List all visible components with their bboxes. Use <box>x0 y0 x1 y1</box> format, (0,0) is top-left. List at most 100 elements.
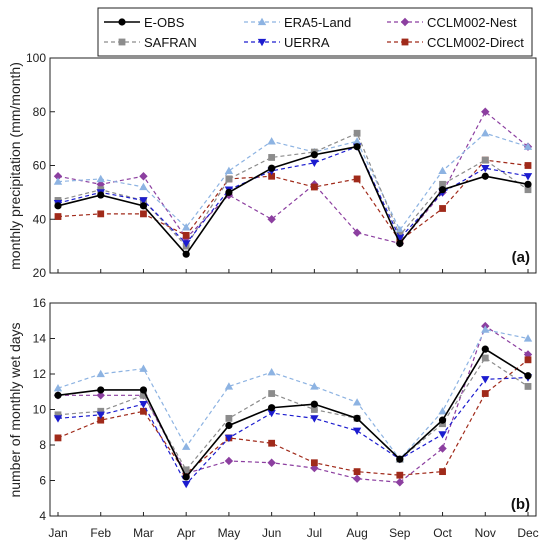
series-line-eobs <box>57 348 529 479</box>
data-point-era5 <box>224 166 234 175</box>
data-point-direct <box>310 459 318 467</box>
data-point-eobs <box>268 164 276 172</box>
panel-a-frame <box>49 57 537 274</box>
data-point-direct <box>310 183 318 191</box>
data-point-eobs <box>353 143 361 151</box>
data-point-safran <box>310 406 318 413</box>
data-point-direct <box>439 468 446 476</box>
data-point-nest <box>139 172 148 181</box>
data-point-safran <box>182 466 190 474</box>
data-point-uerra <box>523 173 533 181</box>
legend-entry-eobs: E-OBS <box>104 15 185 30</box>
panel-precipitation: 20 40 60 80 100 monthly precipitation (mm/mo… <box>7 51 537 280</box>
data-point-uerra <box>481 376 490 384</box>
panel-a-y-axis-label: monthly precipitation (mm/month) <box>7 62 23 270</box>
data-point-eobs <box>524 372 532 380</box>
x-tick-label: Apr <box>177 526 196 540</box>
legend-entry-direct: CCLM002-Direct <box>387 35 524 50</box>
series-era5 <box>53 325 533 463</box>
data-point-direct <box>524 356 532 364</box>
legend-label: E-OBS <box>144 15 185 30</box>
data-point-era5 <box>53 177 63 185</box>
series-eobs <box>54 345 532 481</box>
data-point-nest <box>352 474 362 483</box>
data-point-eobs <box>353 414 361 422</box>
y-tick-label: 40 <box>33 212 47 226</box>
data-point-era5 <box>96 174 105 183</box>
panel-a-label: (a) <box>512 249 530 266</box>
data-point-direct <box>97 210 105 218</box>
series-line-eobs <box>57 145 529 256</box>
legend-marker-era5 <box>257 17 267 26</box>
x-tick-label: Dec <box>517 526 538 540</box>
series-direct <box>54 356 532 479</box>
data-point-era5 <box>481 129 490 137</box>
y-tick-label: 4 <box>39 509 46 523</box>
data-point-safran <box>353 129 361 137</box>
legend-marker-nest <box>400 17 410 27</box>
x-tick-label: Feb <box>90 526 111 540</box>
data-point-eobs <box>268 404 276 412</box>
data-point-eobs <box>182 250 190 258</box>
data-point-nest <box>352 228 362 237</box>
data-point-era5 <box>53 384 63 392</box>
data-point-safran <box>54 411 62 419</box>
data-point-eobs <box>54 202 62 210</box>
legend-label: SAFRAN <box>144 35 197 50</box>
data-point-direct <box>97 416 105 424</box>
data-point-safran <box>225 175 233 183</box>
y-tick-label: 6 <box>39 474 46 488</box>
data-point-era5 <box>438 407 447 415</box>
series-nest <box>53 107 533 248</box>
y-tick-label: 8 <box>39 438 46 452</box>
series-nest <box>53 321 533 487</box>
data-point-era5 <box>181 223 191 231</box>
data-point-direct <box>353 175 361 183</box>
x-tick-label: May <box>218 526 241 540</box>
data-point-safran <box>524 186 532 194</box>
data-point-safran <box>97 407 105 415</box>
y-tick-label: 14 <box>33 332 47 346</box>
series-era5 <box>53 129 533 234</box>
legend-entry-uerra: UERRA <box>244 35 330 50</box>
y-tick-label: 12 <box>33 367 47 381</box>
x-tick-label: Nov <box>475 526 496 540</box>
data-point-nest <box>481 107 490 116</box>
series-line-nest <box>57 110 529 245</box>
data-point-eobs <box>396 239 404 248</box>
data-point-direct <box>524 162 532 169</box>
data-point-safran <box>268 390 276 397</box>
data-point-eobs <box>225 188 233 196</box>
data-point-safran <box>481 156 489 164</box>
data-point-nest <box>53 172 63 181</box>
data-point-uerra <box>181 480 191 489</box>
data-point-safran <box>439 180 446 188</box>
panel-b-series <box>53 321 533 489</box>
data-point-era5 <box>224 382 234 390</box>
data-point-eobs <box>182 473 190 481</box>
series-line-safran <box>57 132 529 248</box>
data-point-eobs <box>438 186 447 194</box>
data-point-nest <box>267 215 276 224</box>
data-point-uerra <box>310 159 319 168</box>
data-point-era5 <box>181 442 191 450</box>
data-point-direct <box>396 471 404 479</box>
data-point-uerra <box>352 427 362 435</box>
y-tick-label: 60 <box>33 159 47 173</box>
data-point-direct <box>182 231 190 239</box>
panel-a-y-ticks: 20 40 60 80 100 <box>26 51 529 280</box>
series-line-direct <box>57 159 529 242</box>
data-point-safran <box>524 383 532 390</box>
panel-wet-days: 4 6 8 10 12 14 16 number of monthly wet days (… <box>7 296 537 523</box>
x-axis-month-labels: Jan Feb Mar Apr May Jun Jul Aug Sep Oct Nov Dec <box>48 526 538 540</box>
series-eobs <box>54 143 532 258</box>
series-safran <box>54 354 532 474</box>
x-tick-label: Jun <box>262 526 281 540</box>
series-line-direct <box>57 359 529 476</box>
data-point-uerra <box>438 431 447 439</box>
series-safran <box>54 129 532 250</box>
data-point-uerra <box>139 197 148 205</box>
legend-label: ERA5-Land <box>284 15 351 30</box>
data-point-era5 <box>481 325 490 333</box>
data-point-eobs <box>438 416 447 424</box>
